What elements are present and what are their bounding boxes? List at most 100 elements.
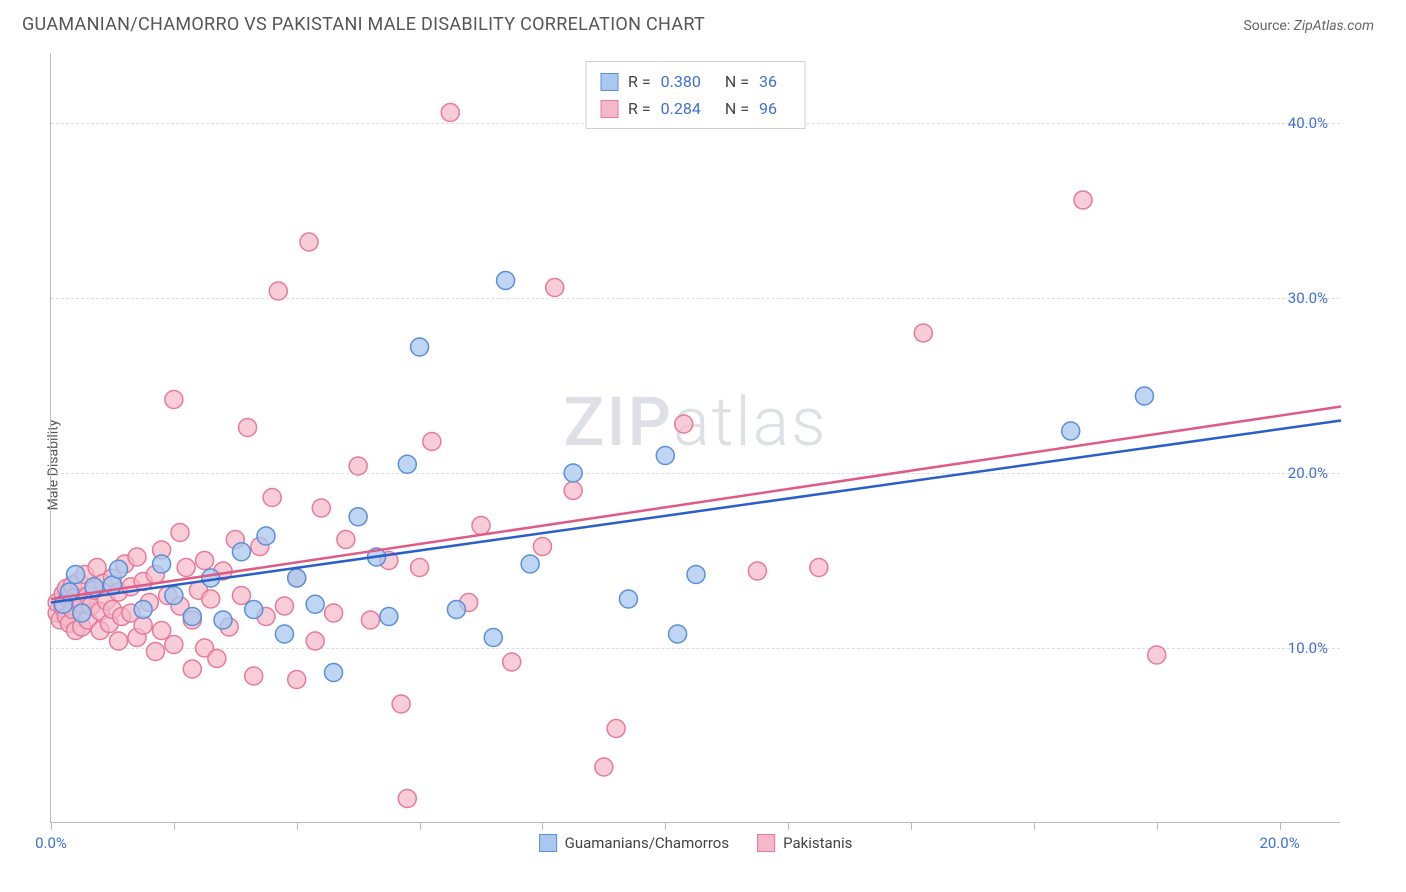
scatter-point: [564, 464, 582, 482]
scatter-point: [1148, 646, 1166, 664]
scatter-point: [595, 758, 613, 776]
scatter-point: [165, 636, 183, 654]
scatter-point: [232, 587, 250, 605]
x-tick: [297, 822, 298, 830]
scatter-point: [214, 611, 232, 629]
legend-swatch-blue: [539, 834, 557, 852]
scatter-point: [398, 790, 416, 808]
scatter-point: [380, 608, 398, 626]
scatter-point: [398, 455, 416, 473]
scatter-point: [914, 324, 932, 342]
scatter-point: [810, 559, 828, 577]
scatter-point: [423, 433, 441, 451]
n-value-blue: 36: [759, 68, 777, 95]
scatter-point: [275, 597, 293, 615]
scatter-point: [183, 660, 201, 678]
x-tick: [51, 822, 52, 830]
scatter-point: [1074, 191, 1092, 209]
scatter-point: [239, 419, 257, 437]
scatter-point: [288, 671, 306, 689]
scatter-point: [497, 272, 515, 290]
scatter-point: [300, 233, 318, 251]
legend-label-pink: Pakistanis: [783, 834, 852, 852]
scatter-point: [208, 650, 226, 668]
scatter-point: [177, 559, 195, 577]
scatter-point: [349, 508, 367, 526]
scatter-point: [263, 489, 281, 507]
scatter-point: [411, 338, 429, 356]
scatter-point: [687, 566, 705, 584]
scatter-point: [656, 447, 674, 465]
scatter-point: [325, 664, 343, 682]
scatter-point: [202, 590, 220, 608]
chart-title: GUAMANIAN/CHAMORRO VS PAKISTANI MALE DIS…: [22, 14, 705, 35]
x-tick-label: 20.0%: [1259, 834, 1299, 852]
scatter-point: [245, 601, 263, 619]
scatter-point: [110, 560, 128, 578]
y-tick-label: 20.0%: [1288, 464, 1328, 482]
legend-item-pink: Pakistanis: [757, 834, 852, 852]
scatter-point: [533, 538, 551, 556]
scatter-point: [546, 279, 564, 297]
scatter-point: [564, 482, 582, 500]
scatter-point: [447, 601, 465, 619]
legend: Guamanians/Chamorros Pakistanis: [539, 834, 853, 852]
scatter-point: [257, 527, 275, 545]
r-value-blue: 0.380: [661, 68, 701, 95]
scatter-point: [67, 566, 85, 584]
scatter-point: [306, 632, 324, 650]
y-tick-label: 10.0%: [1288, 639, 1328, 657]
scatter-point: [146, 643, 164, 661]
r-value-pink: 0.284: [661, 95, 701, 122]
stats-row-pink: R = 0.284 N = 96: [600, 95, 791, 122]
x-tick: [542, 822, 543, 830]
scatter-point: [337, 531, 355, 549]
x-tick: [788, 822, 789, 830]
scatter-point: [171, 524, 189, 542]
scatter-point: [128, 548, 146, 566]
stats-box: R = 0.380 N = 36 R = 0.284 N = 96: [585, 61, 806, 129]
y-tick-label: 40.0%: [1288, 114, 1328, 132]
x-tick: [1034, 822, 1035, 830]
scatter-point: [275, 625, 293, 643]
source-label: Source:: [1243, 18, 1293, 34]
source-value: ZipAtlas.com: [1294, 18, 1374, 34]
x-tick: [174, 822, 175, 830]
scatter-point: [1135, 387, 1153, 405]
scatter-point: [669, 625, 687, 643]
chart-container: Male Disability ZIPatlas R = 0.380 N = 3…: [0, 45, 1406, 885]
scatter-point: [472, 517, 490, 535]
legend-label-blue: Guamanians/Chamorros: [565, 834, 729, 852]
scatter-point: [325, 604, 343, 622]
r-label: R =: [628, 68, 651, 95]
stats-row-blue: R = 0.380 N = 36: [600, 68, 791, 95]
legend-swatch-pink: [757, 834, 775, 852]
x-tick: [420, 822, 421, 830]
x-tick: [1280, 822, 1281, 830]
scatter-svg: [51, 53, 1340, 822]
x-tick: [665, 822, 666, 830]
scatter-point: [232, 543, 250, 561]
legend-item-blue: Guamanians/Chamorros: [539, 834, 729, 852]
plot-area: ZIPatlas R = 0.380 N = 36 R = 0.284 N = …: [50, 53, 1340, 823]
x-tick: [911, 822, 912, 830]
scatter-point: [441, 104, 459, 122]
scatter-point: [306, 595, 324, 613]
scatter-point: [165, 587, 183, 605]
source-attribution: Source: ZipAtlas.com: [1243, 18, 1374, 34]
scatter-point: [607, 720, 625, 738]
scatter-point: [503, 653, 521, 671]
r-label: R =: [628, 95, 651, 122]
x-tick-label: 0.0%: [35, 834, 67, 852]
scatter-point: [675, 415, 693, 433]
swatch-blue: [600, 73, 618, 91]
scatter-point: [748, 562, 766, 580]
scatter-point: [521, 555, 539, 573]
scatter-point: [349, 457, 367, 475]
n-label: N =: [725, 95, 749, 122]
scatter-point: [361, 611, 379, 629]
n-value-pink: 96: [759, 95, 777, 122]
scatter-point: [153, 555, 171, 573]
scatter-point: [1062, 422, 1080, 440]
scatter-point: [183, 608, 201, 626]
